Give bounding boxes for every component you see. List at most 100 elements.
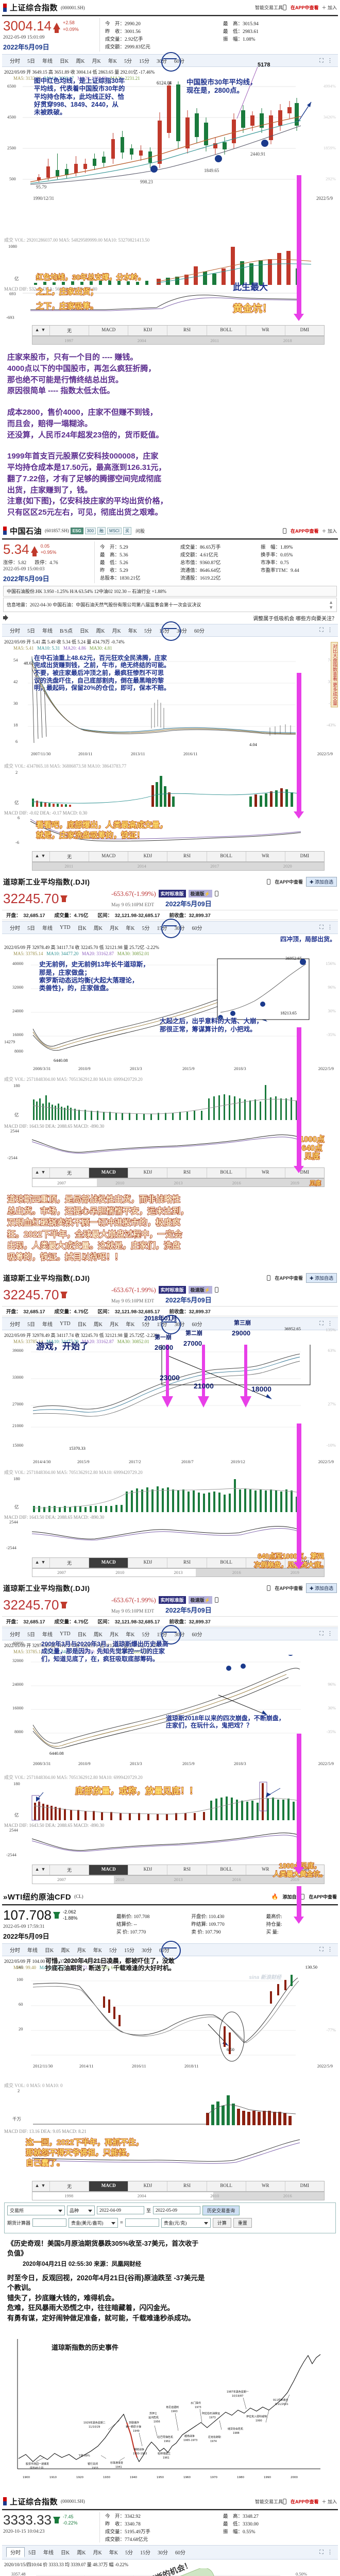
fullscreen-icon[interactable]: ⛶ ⋮ — [319, 57, 334, 64]
petro-audio-title[interactable]: 调整属于低吸机会 哪些方向要关注？ — [253, 616, 337, 622]
dji1-view-in-app[interactable]: 在APP中查看 — [275, 879, 303, 885]
indicator-wr[interactable]: WR — [246, 326, 285, 335]
wti-tab-15min[interactable]: 15分 — [124, 1947, 134, 1954]
dji1-period-tabs[interactable]: 分时 5日 年线 YTD 日K 周K 月K 年K 5分 15分 30分 60分 … — [2, 921, 338, 934]
indicator-updown-arrows[interactable]: ▲▼ — [32, 326, 50, 335]
dji2-ind-wr[interactable]: WR — [246, 1557, 285, 1568]
tab-dayk[interactable]: 日K — [60, 59, 69, 64]
wti-year-scrollbar[interactable]: 1998 2004 2010 2016 — [32, 2191, 325, 2200]
dji2-month-chart[interactable]: 39000 33000 27000 21000 15000 15370.33 3… — [2, 1315, 338, 1468]
tab-monthk[interactable]: 月K — [92, 59, 101, 64]
dji3-period-tabs[interactable]: 分时 5日 年线 YTD 日K 周K 月K 年K 5分 15分 30分 60分 … — [2, 1627, 338, 1640]
petro-tab-monthk[interactable]: 月K — [108, 626, 124, 635]
petro-tab-bs[interactable]: B/S点 — [60, 628, 73, 634]
dji1-tab-ytd[interactable]: YTD — [60, 924, 71, 930]
dji1-tab-monthk[interactable]: 月K — [106, 923, 122, 932]
dji3-ind-wr[interactable]: WR — [246, 1865, 285, 1875]
tag-300[interactable]: 300 — [84, 527, 96, 534]
dji1-ind-none[interactable]: 无 — [50, 1168, 90, 1178]
dji3-ind-rsi[interactable]: RSI — [167, 1865, 207, 1875]
dji3-ind-macd[interactable]: MACD — [89, 1865, 129, 1875]
reset-button[interactable]: 重置 — [233, 2217, 252, 2228]
dji3-tab-ytd[interactable]: YTD — [60, 1631, 71, 1637]
dji2-indicator-arrows[interactable]: ▲▼ — [32, 1557, 50, 1568]
petro-news-row[interactable]: 信息地雷：2022-04-30 中国石油：中国石油天然气股份有限公司第八届监事会… — [3, 597, 337, 612]
add-watchlist-button[interactable]: ＋ 加入 — [321, 5, 337, 10]
sse-min-tab-dayk[interactable]: 日K — [61, 2550, 70, 2556]
news-scroll-arrows[interactable]: ▲ ▼ — [329, 599, 333, 610]
dji2-tab-yearline[interactable]: 年线 — [42, 1321, 53, 1328]
dji3-tab-5min[interactable]: 5分 — [142, 1632, 150, 1638]
petro-audio-row[interactable]: 调整属于低吸机会 哪些方向要关注？ — [3, 614, 337, 622]
dji3-tab-yeark[interactable]: 年K — [126, 1632, 135, 1638]
sse-min-tab-15min[interactable]: 15分 — [140, 2550, 150, 2556]
sse-indicator-row[interactable]: ▲▼ 无 MACD KDJ RSI BOLL WR DMI — [32, 325, 325, 336]
dji2-badge-realtime[interactable]: 实时标准版 — [158, 1286, 186, 1294]
petro-side-banner[interactable]: 对比大盘指数查看 更多成交量 — [331, 641, 338, 708]
wti-tab-yearline[interactable]: 年线 — [27, 1947, 38, 1954]
wti-period-tabs[interactable]: 分时 年线 日K 周K 月K 年K 5分 15分 30分 60分 ⛶ ⋮ — [2, 1943, 338, 1956]
dji3-ind-dmi[interactable]: DMI — [300, 1866, 310, 1872]
dji1-tab-fenshi[interactable]: 分时 — [10, 925, 20, 931]
wti-add-watchlist[interactable]: 添加自选 — [282, 1894, 301, 1900]
dji2-add-watchlist[interactable]: ✚ 添加自选 — [305, 1273, 337, 1283]
sse-min-smart-tool[interactable]: 智能交易工具 — [254, 2499, 283, 2504]
petro-ind-macd[interactable]: MACD — [89, 851, 129, 861]
wti-ind-dmi[interactable]: DMI — [300, 2182, 310, 2188]
petro-indicator-row[interactable]: ▲▼ 无 MACD KDJ RSI BOLL WR DMI — [32, 851, 325, 862]
ask-stock-link[interactable]: 问股 — [135, 528, 145, 534]
wti-tab-5min[interactable]: 5分 — [109, 1947, 117, 1954]
dji3-tab-yearline[interactable]: 年线 — [42, 1632, 53, 1638]
dji2-fullscreen-icon[interactable]: ⛶ ⋮ — [319, 1320, 334, 1327]
dji2-indicator-row[interactable]: ▲▼ 无 MACD KDJ RSI BOLL WR DMI — [32, 1557, 325, 1568]
dji3-ind-boll[interactable]: BOLL — [207, 1865, 246, 1875]
wti-tab-monthk[interactable]: 月K — [73, 1945, 89, 1954]
wti-indicator-arrows[interactable]: ▲▼ — [32, 2181, 50, 2191]
sse-min-tab-30min[interactable]: 30分 — [157, 2550, 168, 2556]
indicator-macd[interactable]: MACD — [89, 326, 129, 335]
wti-indicator-row[interactable]: ▲▼ 无 MACD KDJ RSI BOLL WR DMI — [32, 2180, 325, 2192]
sse-period-tabs[interactable]: 分时 5日 年线 日K 周K 月K 年K 5分 15分 30分 60分 ⛶ ⋮ — [2, 54, 338, 67]
petro-tab-30min[interactable]: 30分 — [176, 628, 187, 634]
dji1-tab-dayk[interactable]: 日K — [77, 925, 87, 931]
petro-tab-weekk[interactable]: 周K — [96, 628, 105, 634]
sse-min-tab-60min[interactable]: 60分 — [175, 2550, 185, 2556]
speaker-icon[interactable] — [3, 615, 10, 621]
dji3-indicator-arrows[interactable]: ▲▼ — [32, 1865, 50, 1875]
sse-min-period-tabs[interactable]: 分时 5日 年线 日K 周K 月K 年K 5分 15分 30分 60分 ⛶ ⋮ — [2, 2545, 338, 2560]
tab-yeark[interactable]: 年K — [105, 56, 121, 65]
dji3-ind-none[interactable]: 无 — [50, 1865, 90, 1875]
wti-view-in-app[interactable]: 在APP中查看 — [309, 1894, 337, 1900]
indicator-dmi[interactable]: DMI — [300, 327, 310, 332]
dji2-ind-none[interactable]: 无 — [50, 1557, 90, 1568]
wti-tab-yeark[interactable]: 年K — [93, 1947, 102, 1954]
dji3-tab-5day[interactable]: 5日 — [27, 1632, 35, 1638]
wti-tab-30min[interactable]: 30分 — [141, 1947, 152, 1954]
sse-min-tab-weekk[interactable]: 周K — [77, 2550, 86, 2556]
dji3-view-in-app[interactable]: 在APP中查看 — [275, 1586, 303, 1591]
indicator-none[interactable]: 无 — [50, 326, 90, 335]
dji2-period-tabs[interactable]: 分时 5日 年线 YTD 日K 周K 月K 年K 5分 15分 30分 60分 … — [2, 1317, 338, 1330]
calc-input-right[interactable] — [125, 2218, 159, 2227]
wti-tab-dayk[interactable]: 日K — [45, 1947, 54, 1954]
dji1-tab-weekk[interactable]: 周K — [93, 925, 103, 931]
sse-min-tab-monthk[interactable]: 月K — [93, 2550, 102, 2556]
dji1-add-watchlist[interactable]: ✚ 添加自选 — [305, 877, 337, 887]
sse-year-chart[interactable]: 6500 4500 2500 500 4994% 3426% 1859% 292… — [2, 77, 338, 236]
sse-min-tab-5min[interactable]: 5分 — [125, 2550, 133, 2556]
wti-ind-rsi[interactable]: RSI — [167, 2181, 207, 2191]
sse-year-scrollbar[interactable]: 1997 2004 2011 2018 — [32, 336, 325, 345]
petro-tab-dayk[interactable]: 日K — [80, 628, 89, 634]
tab-weekk[interactable]: 周K — [76, 59, 85, 64]
dji3-badge-fast[interactable]: 极速版⚡ — [188, 1596, 212, 1604]
dji2-tab-weekk[interactable]: 周K — [93, 1321, 103, 1328]
dji2-ind-macd[interactable]: MACD — [89, 1557, 129, 1568]
dji1-tab-5day[interactable]: 5日 — [27, 925, 35, 931]
dji3-month-chart[interactable]: 40000 32000 24000 16000 8000 6440.08 96%… — [2, 1640, 338, 1773]
calc-input-left[interactable] — [32, 2218, 67, 2227]
dji2-ind-boll[interactable]: BOLL — [207, 1557, 246, 1568]
dji3-year-scrollbar[interactable]: 2007 2010 2013 2016 2019 — [32, 1875, 325, 1884]
dji1-indicator-arrows[interactable]: ▲▼ — [32, 1168, 50, 1178]
dji2-tab-5day[interactable]: 5日 — [27, 1321, 35, 1328]
dji3-fullscreen-icon[interactable]: ⛶ ⋮ — [319, 1631, 334, 1637]
